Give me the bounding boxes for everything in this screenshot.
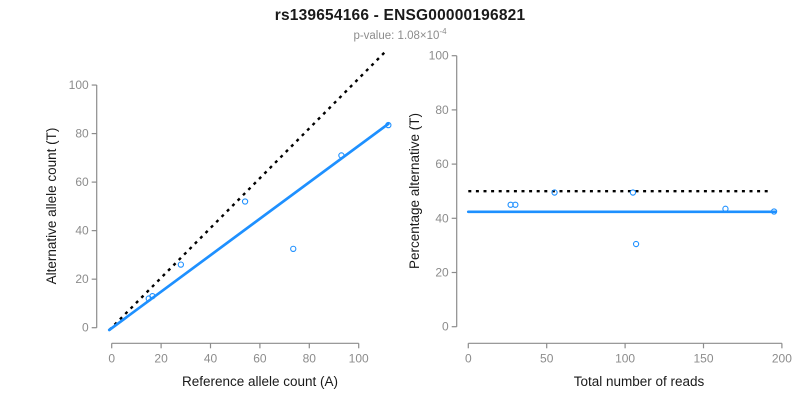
x-tick-label: 100 <box>615 351 635 365</box>
identity-line <box>108 49 388 331</box>
data-point <box>632 240 640 248</box>
y-tick-label: 80 <box>75 127 89 141</box>
data-point <box>149 293 156 300</box>
x-axis-title: Total number of reads <box>574 374 705 389</box>
percentage-panel: 0 20 40 60 80 100 0 50 100 150 200 Total number of … <box>407 49 792 389</box>
p-value-exponent: -4 <box>439 27 447 36</box>
data-point <box>177 261 185 268</box>
data-point <box>512 201 519 208</box>
data-point <box>629 189 637 196</box>
data-point <box>722 205 729 212</box>
x-tick-label: 100 <box>349 351 369 365</box>
page-title: rs139654166 - ENSG00000196821 <box>274 7 526 24</box>
data-point <box>551 189 558 196</box>
y-tick-label: 100 <box>69 78 89 92</box>
y-tick-label: 20 <box>75 272 89 286</box>
x-tick-label: 60 <box>253 351 267 365</box>
y-tick-label: 40 <box>75 224 89 238</box>
x-tick-label: 20 <box>154 351 168 365</box>
x-tick-label: 200 <box>772 351 792 365</box>
data-point <box>770 208 778 215</box>
x-tick-label: 150 <box>693 351 713 365</box>
y-tick-label: 60 <box>75 175 89 189</box>
x-tick-label: 0 <box>465 351 472 365</box>
x-tick-label: 80 <box>303 351 317 365</box>
allele-counts-panel: 0 20 40 60 80 100 0 20 40 60 80 100 Reference allele… <box>44 49 392 389</box>
x-axis-title: Reference allele count (A) <box>182 374 338 389</box>
x-tick-label: 40 <box>204 351 218 365</box>
data-point <box>338 152 345 159</box>
data-point <box>385 121 392 129</box>
data-point <box>241 198 249 205</box>
y-axis-title: Percentage alternative (T) <box>407 113 422 269</box>
data-point <box>290 245 297 252</box>
p-value-text: p-value: 1.08×10 <box>353 29 440 42</box>
y-tick-label: 80 <box>435 103 449 117</box>
y-tick-label: 20 <box>435 266 449 280</box>
y-axis-title: Alternative allele count (T) <box>44 128 59 285</box>
x-tick-label: 50 <box>540 351 554 365</box>
x-tick-label: 0 <box>108 351 115 365</box>
y-tick-label: 0 <box>442 320 449 334</box>
y-tick-label: 60 <box>435 157 449 171</box>
y-tick-label: 40 <box>435 211 449 225</box>
p-value-subtitle: p-value: 1.08×10-4 <box>0 27 800 42</box>
y-tick-label: 0 <box>82 321 89 335</box>
y-tick-label: 100 <box>429 49 449 63</box>
